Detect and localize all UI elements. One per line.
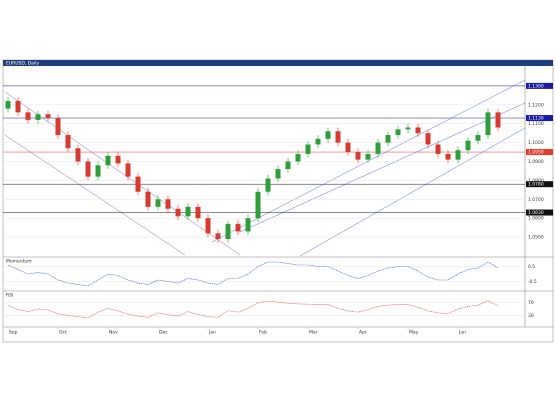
candle-body xyxy=(135,176,141,192)
candle-body xyxy=(355,152,361,160)
candle-body xyxy=(205,218,211,234)
level-label: 1.0780 xyxy=(528,182,544,188)
y-tick-label: 70 xyxy=(528,300,534,306)
candle-body xyxy=(145,191,151,207)
level-tag xyxy=(526,149,553,156)
candle-body xyxy=(215,233,221,239)
y-tick-label: 1.0700 xyxy=(528,197,544,203)
x-tick-label: Dec xyxy=(159,330,168,336)
candle-body xyxy=(65,135,71,149)
candle-body xyxy=(255,191,261,219)
candle-body xyxy=(195,206,201,219)
y-tick-label: 1.0600 xyxy=(528,216,544,222)
x-tick-label: Nov xyxy=(109,330,118,336)
level-tag xyxy=(526,181,553,188)
candle-body xyxy=(485,112,491,136)
candle-body xyxy=(345,142,351,153)
header-bar xyxy=(3,60,553,66)
candle-body xyxy=(475,135,481,141)
x-tick-label: May xyxy=(409,330,419,336)
panel-title: Momentum xyxy=(6,259,32,265)
trend-lines xyxy=(4,79,526,257)
y-tick-label: 1.1000 xyxy=(528,140,544,146)
candle-body xyxy=(455,150,461,160)
candle-body xyxy=(75,148,81,162)
candle-body xyxy=(385,135,391,143)
level-tag xyxy=(526,115,553,122)
candle-body xyxy=(495,112,501,128)
y-tick-label: -0.5 xyxy=(528,279,537,285)
panel-title: RSI xyxy=(6,293,13,299)
y-tick-label: 0.5 xyxy=(528,264,535,270)
candle-body xyxy=(55,118,61,136)
candle-body xyxy=(25,112,31,120)
candle-body xyxy=(245,218,251,232)
candle-body xyxy=(185,206,191,217)
indicator-line xyxy=(7,300,499,319)
level-label: 1.1130 xyxy=(528,116,544,122)
candle-body xyxy=(335,131,341,143)
candle-body xyxy=(375,142,381,154)
candle-body xyxy=(15,101,21,113)
x-tick-label: Oct xyxy=(59,330,67,336)
y-tick-label: 1.1100 xyxy=(528,121,544,127)
chart-title: EURUSD, Daily xyxy=(6,61,39,67)
candle-body xyxy=(115,155,121,164)
x-tick-label: Jun xyxy=(458,330,466,336)
level-label: 1.0950 xyxy=(528,150,544,156)
candle-body xyxy=(45,114,51,119)
candle-body xyxy=(445,153,451,160)
candle-body xyxy=(85,161,91,177)
level-label: 1.0630 xyxy=(528,210,544,216)
indicator-line xyxy=(7,261,499,287)
level-tag xyxy=(526,209,553,216)
y-tick-label: 1.0800 xyxy=(528,178,544,184)
x-tick-label: Jan xyxy=(208,330,216,336)
x-tick-label: Mar xyxy=(309,330,318,336)
window-frame xyxy=(2,59,554,343)
y-tick-label: 30 xyxy=(528,313,534,319)
candle-body xyxy=(105,155,111,166)
y-tick-label: 1.0500 xyxy=(528,235,544,241)
candle-body xyxy=(225,223,231,239)
candle-body xyxy=(365,153,371,160)
x-tick-label: Sep xyxy=(9,330,18,336)
candle-body xyxy=(415,127,421,134)
x-tick-label: Feb xyxy=(259,330,267,336)
candle-body xyxy=(435,144,441,154)
candle-body xyxy=(425,133,431,145)
y-tick-label: 1.0900 xyxy=(528,159,544,165)
x-tick-label: Apr xyxy=(359,330,367,336)
candle-body xyxy=(305,144,311,154)
candle-body xyxy=(315,138,321,145)
candle-body xyxy=(35,114,41,120)
candle-body xyxy=(235,223,241,232)
candle-body xyxy=(125,163,131,177)
candle-body xyxy=(5,101,11,109)
candle-body xyxy=(265,178,271,192)
candle-body xyxy=(325,131,331,139)
candle-body xyxy=(95,165,101,177)
candle-body xyxy=(155,199,161,207)
candle-body xyxy=(395,129,401,136)
candle-body xyxy=(465,140,471,151)
candle-body xyxy=(295,153,301,162)
candle-body xyxy=(165,199,171,209)
y-tick-label: 1.1200 xyxy=(528,102,544,108)
candle-body xyxy=(285,161,291,170)
level-label: 1.1300 xyxy=(528,83,544,89)
level-tag xyxy=(526,82,553,89)
candle-body xyxy=(275,169,281,179)
candle-body xyxy=(405,127,411,130)
candle-body xyxy=(175,208,181,217)
